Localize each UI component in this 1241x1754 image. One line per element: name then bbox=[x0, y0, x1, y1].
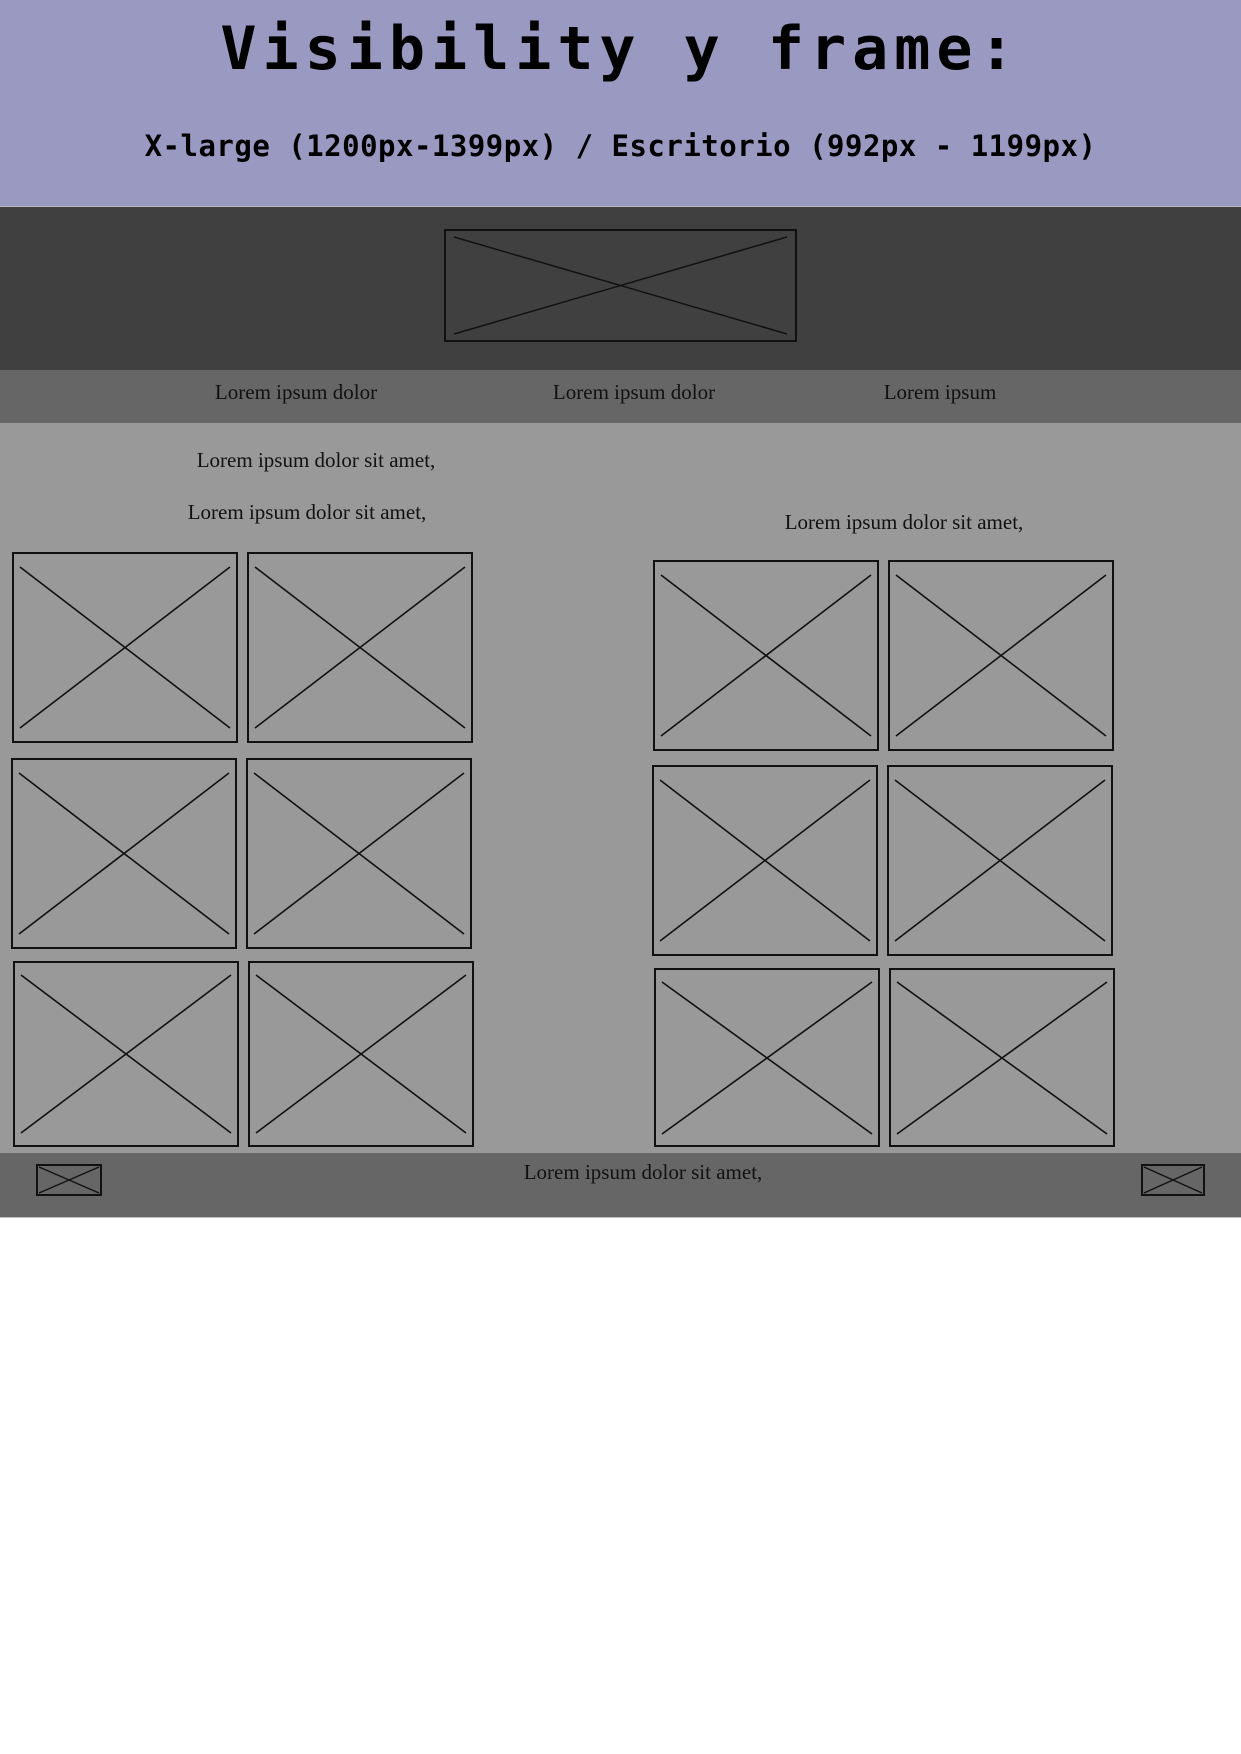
left-column-text-1: Lorem ipsum dolor sit amet, bbox=[196, 448, 436, 472]
wireframe-footer: Lorem ipsum dolor sit amet, bbox=[0, 1153, 1241, 1217]
nav-item-2[interactable]: Lorem ipsum dolor bbox=[552, 380, 716, 404]
title-banner: Visibility y frame: X-large (1200px-1399… bbox=[0, 0, 1241, 207]
wireframe-content: Lorem ipsum dolor sit amet, Lorem ipsum … bbox=[0, 423, 1241, 1153]
right-grid-image-placeholder-1 bbox=[653, 560, 879, 751]
nav-item-3[interactable]: Lorem ipsum bbox=[883, 380, 997, 404]
left-grid-image-placeholder-2 bbox=[247, 552, 473, 743]
right-grid-image-placeholder-2 bbox=[888, 560, 1114, 751]
footer-right-icon-placeholder bbox=[1141, 1164, 1205, 1196]
right-grid-image-placeholder-6 bbox=[889, 968, 1115, 1147]
wireframe-nav-bar: Lorem ipsum dolor Lorem ipsum dolor Lore… bbox=[0, 370, 1241, 423]
logo-placeholder-image bbox=[444, 229, 797, 342]
right-grid-image-placeholder-5 bbox=[654, 968, 880, 1147]
left-grid-image-placeholder-6 bbox=[248, 961, 474, 1147]
left-grid-image-placeholder-3 bbox=[11, 758, 237, 949]
left-column-text-2: Lorem ipsum dolor sit amet, bbox=[187, 500, 427, 524]
page-subtitle: X-large (1200px-1399px) / Escritorio (99… bbox=[144, 129, 1097, 163]
wireframe-header bbox=[0, 207, 1241, 370]
right-grid-image-placeholder-3 bbox=[652, 765, 878, 956]
footer-text: Lorem ipsum dolor sit amet, bbox=[523, 1160, 763, 1184]
right-grid-image-placeholder-4 bbox=[887, 765, 1113, 956]
footer-left-icon-placeholder bbox=[36, 1164, 102, 1196]
right-column-text: Lorem ipsum dolor sit amet, bbox=[784, 510, 1024, 534]
left-grid-image-placeholder-4 bbox=[246, 758, 472, 949]
left-grid-image-placeholder-1 bbox=[12, 552, 238, 743]
page-title: Visibility y frame: bbox=[220, 14, 1021, 84]
left-grid-image-placeholder-5 bbox=[13, 961, 239, 1147]
nav-item-1[interactable]: Lorem ipsum dolor bbox=[214, 380, 378, 404]
